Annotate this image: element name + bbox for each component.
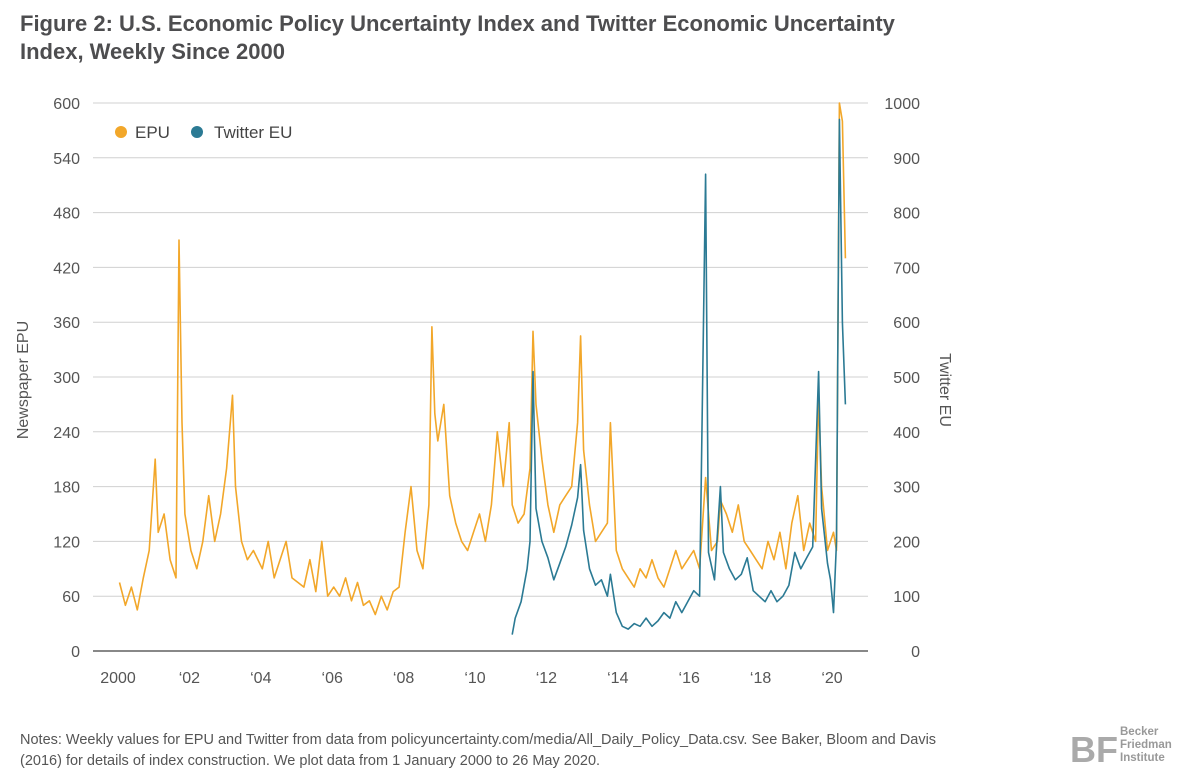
right-tick-label: 200 xyxy=(893,534,920,551)
right-tick-label: 400 xyxy=(893,425,920,442)
svg-text:BF: BF xyxy=(1070,729,1118,770)
logo-line1: Becker xyxy=(1120,726,1159,738)
left-tick-label: 480 xyxy=(53,206,80,223)
right-tick-label: 800 xyxy=(893,206,920,223)
right-tick-label: 0 xyxy=(911,644,920,661)
left-tick-label: 300 xyxy=(53,370,80,387)
x-axis-ticks: 2000 ‘02 ‘04 ‘06 ‘08 ‘10 ‘12 ‘14 ‘16 ‘18 ‘20 xyxy=(100,670,843,687)
chart-notes: Notes: Weekly values for EPU and Twitter… xyxy=(20,732,937,769)
left-axis-ticks: 0 60 120 180 240 300 360 420 480 540 600 xyxy=(53,96,80,661)
right-tick-label: 300 xyxy=(893,480,920,497)
series-line-epu xyxy=(118,102,847,616)
legend-epu-swatch xyxy=(115,126,127,138)
x-tick-label: 2000 xyxy=(100,670,136,687)
legend-twitter-label: Twitter EU xyxy=(214,123,292,142)
gridlines xyxy=(93,102,868,597)
left-tick-label: 180 xyxy=(53,480,80,497)
series-lines xyxy=(118,102,847,635)
right-axis-label: Twitter EU xyxy=(936,353,953,427)
logo-line2: Friedman xyxy=(1120,739,1172,751)
left-tick-label: 0 xyxy=(71,644,80,661)
right-tick-label: 500 xyxy=(893,370,920,387)
x-tick-label: ‘12 xyxy=(536,670,557,687)
left-tick-label: 420 xyxy=(53,260,80,277)
legend-epu-label: EPU xyxy=(135,123,170,142)
right-tick-label: 900 xyxy=(893,151,920,168)
left-tick-label: 120 xyxy=(53,534,80,551)
legend-twitter-swatch xyxy=(191,126,203,138)
right-tick-label: 100 xyxy=(893,589,920,606)
series-line-twitter-eu xyxy=(511,118,847,635)
left-tick-label: 600 xyxy=(53,96,80,113)
right-tick-label: 600 xyxy=(893,315,920,332)
right-axis-ticks: 0 100 200 300 400 500 600 700 800 900 1000 xyxy=(884,96,920,661)
x-tick-label: ‘18 xyxy=(750,670,771,687)
x-tick-label: ‘02 xyxy=(179,670,200,687)
left-tick-label: 540 xyxy=(53,151,80,168)
x-tick-label: ‘06 xyxy=(322,670,343,687)
x-tick-label: ‘14 xyxy=(607,670,628,687)
left-axis-label: Newspaper EPU xyxy=(15,321,32,439)
x-tick-label: ‘16 xyxy=(679,670,700,687)
left-tick-label: 360 xyxy=(53,315,80,332)
chart-title: Figure 2: U.S. Economic Policy Uncertain… xyxy=(20,11,895,64)
x-tick-label: ‘08 xyxy=(393,670,414,687)
right-tick-label: 1000 xyxy=(884,96,920,113)
bf-logo-icon: BF xyxy=(1070,729,1118,770)
x-tick-label: ‘20 xyxy=(821,670,842,687)
legend: EPU Twitter EU xyxy=(115,123,292,142)
left-tick-label: 60 xyxy=(62,589,80,606)
left-tick-label: 240 xyxy=(53,425,80,442)
logo-line3: Institute xyxy=(1120,752,1165,764)
x-tick-label: ‘10 xyxy=(464,670,485,687)
x-tick-label: ‘04 xyxy=(250,670,271,687)
becker-friedman-logo: BF Becker Friedman Institute xyxy=(1068,722,1198,772)
right-tick-label: 700 xyxy=(893,260,920,277)
